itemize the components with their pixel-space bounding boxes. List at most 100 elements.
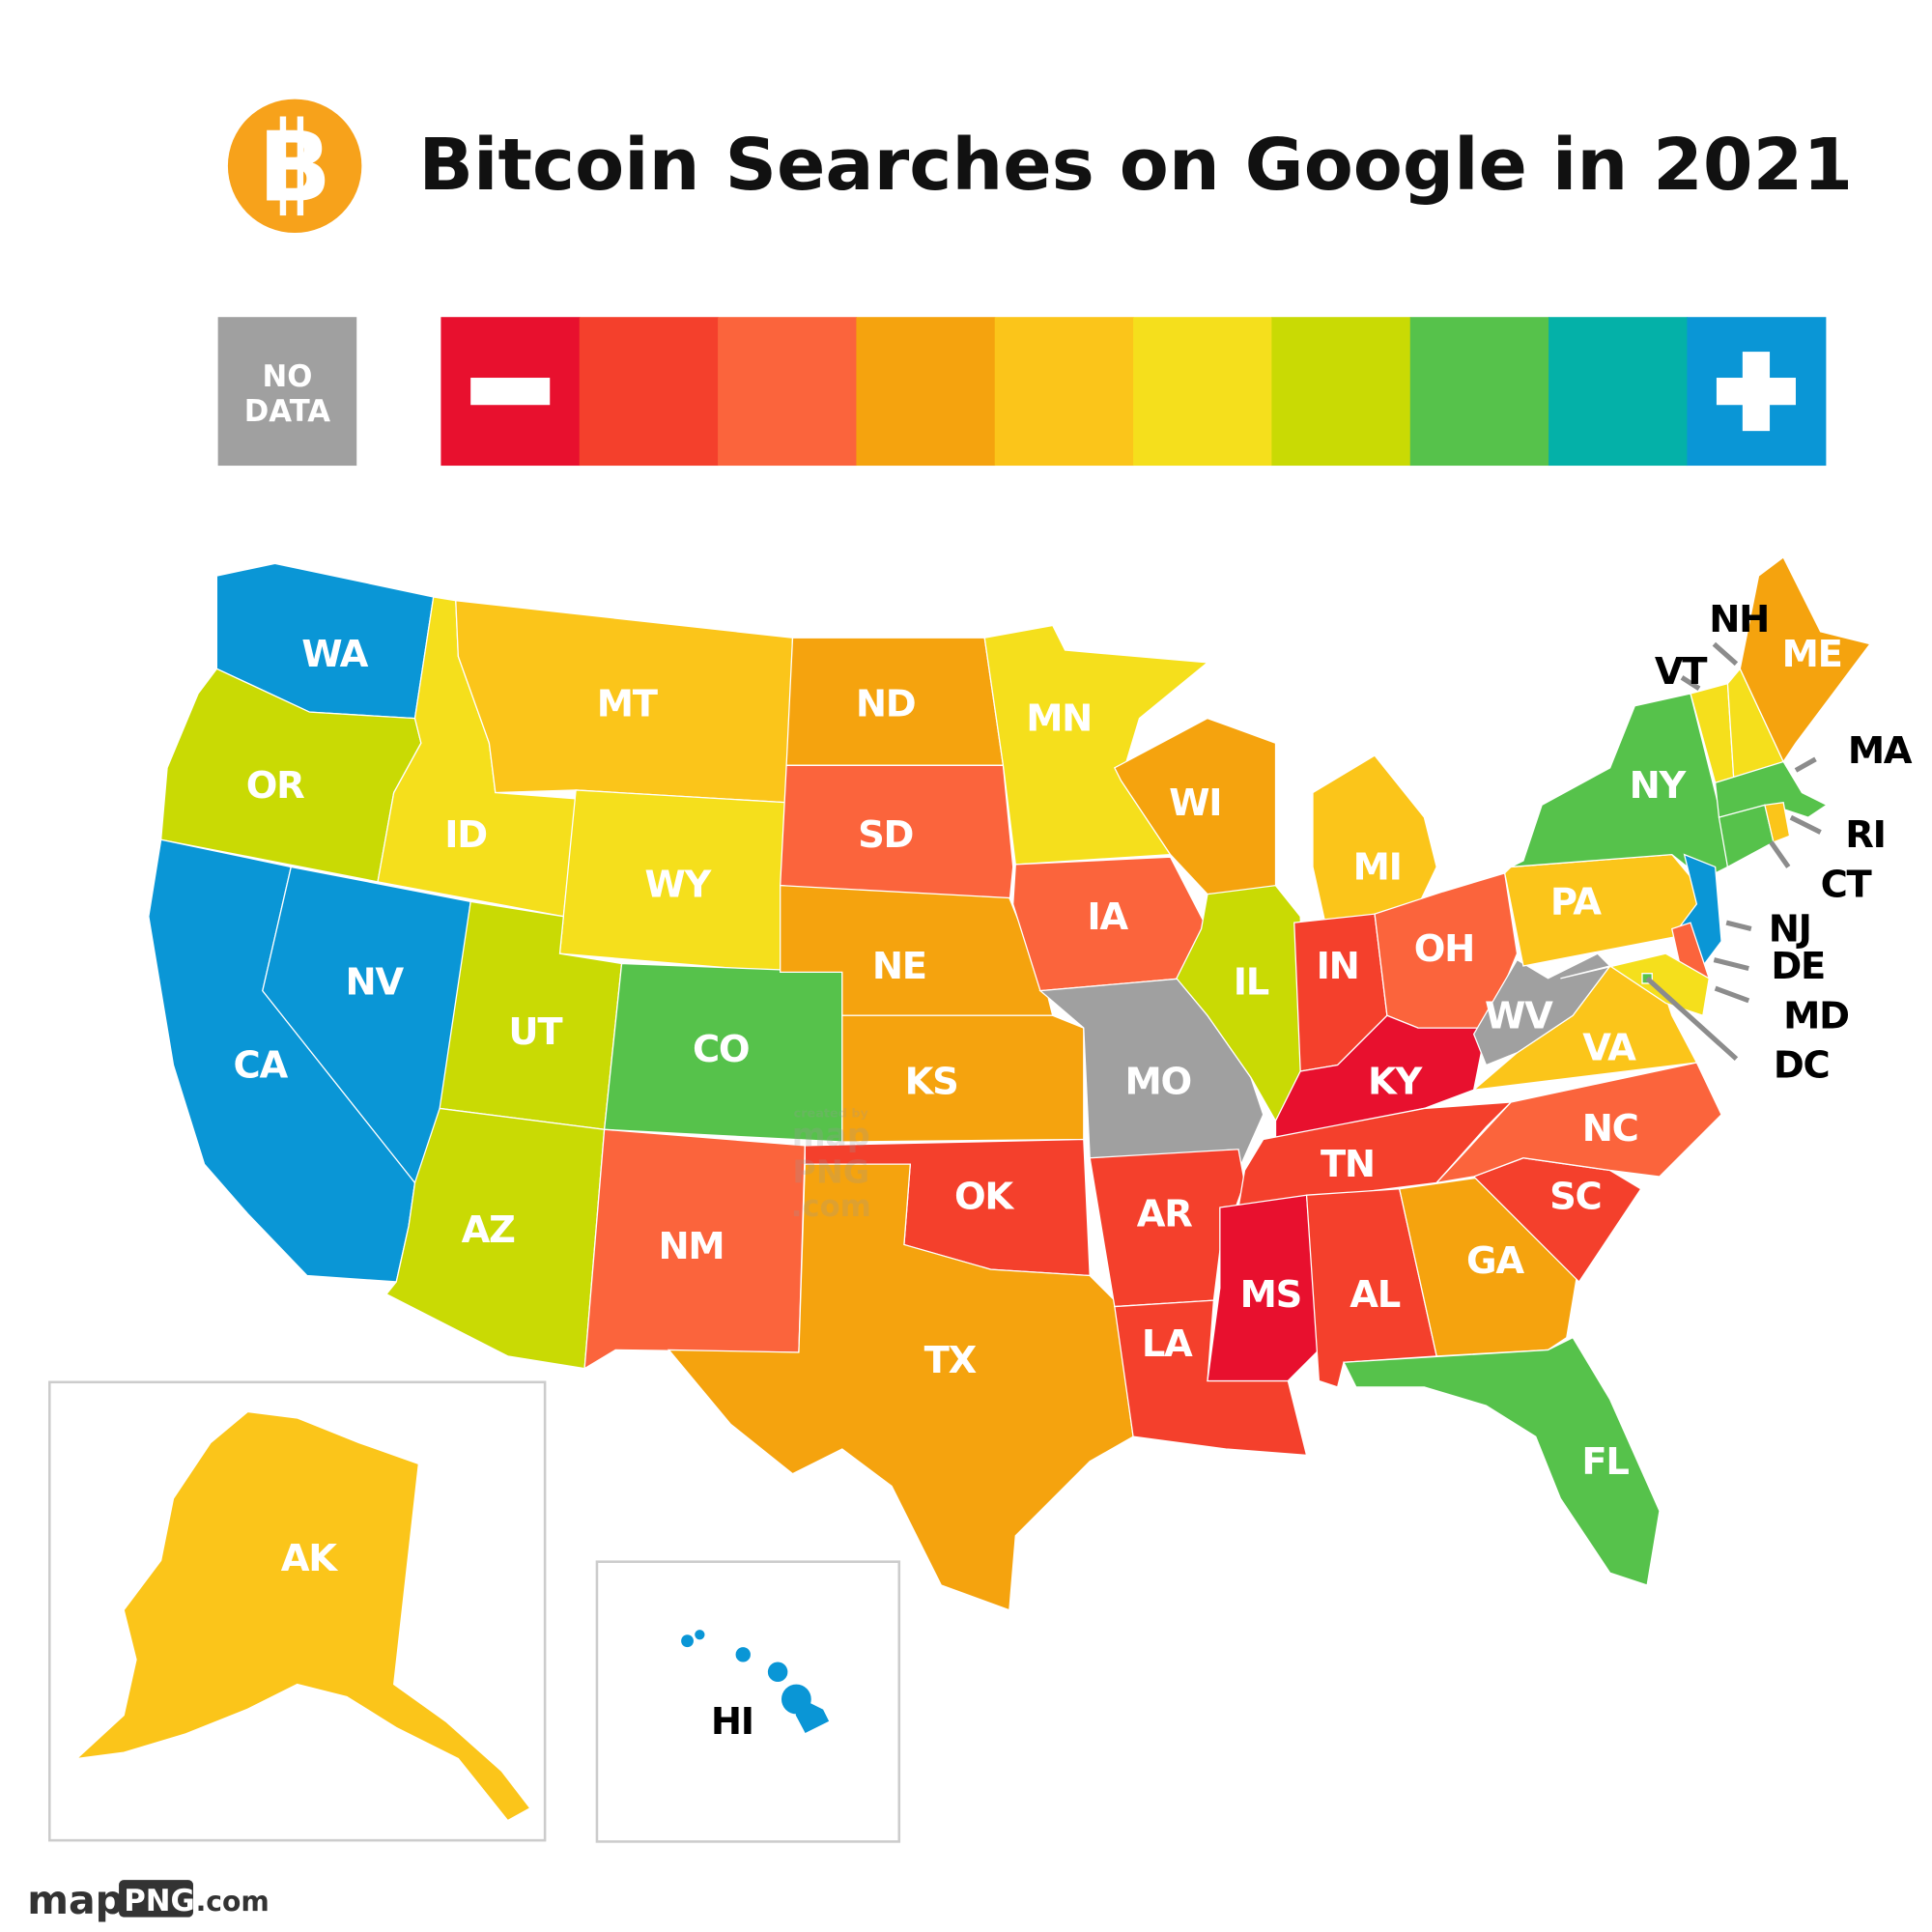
- state-label-ak: AK: [281, 1537, 338, 1580]
- state-ri[interactable]: [1764, 802, 1791, 843]
- plus-icon: [1716, 352, 1796, 432]
- state-label-mn: MN: [1026, 697, 1092, 741]
- state-label-fl: FL: [1581, 1440, 1629, 1484]
- state-pa[interactable]: [1503, 853, 1704, 967]
- state-labels: WA OR CA NV ID MT WY UT AZ CO NM ND SD NE KS OK TX MN IA MO…: [234, 598, 1915, 1744]
- leader-line: [1680, 675, 1701, 691]
- state-label-vt: VT: [1655, 650, 1708, 694]
- state-label-il: IL: [1234, 961, 1269, 1005]
- state-label-de: DE: [1771, 945, 1825, 988]
- state-label-pa: PA: [1550, 880, 1602, 923]
- leader-line: [1712, 641, 1739, 667]
- state-label-mi: MI: [1353, 845, 1402, 889]
- legend-swatch-2: [718, 317, 858, 467]
- minus-icon: [470, 378, 551, 406]
- leader-line: [1794, 756, 1817, 773]
- legend-swatch-3: [856, 317, 996, 467]
- state-nc[interactable]: [1435, 1062, 1722, 1184]
- no-data-swatch: [217, 317, 357, 467]
- leader-line: [1789, 814, 1822, 835]
- state-mn[interactable]: [983, 624, 1209, 866]
- leader-line: [1713, 957, 1749, 972]
- state-label-ri: RI: [1845, 813, 1885, 857]
- state-ks[interactable]: [841, 1014, 1085, 1143]
- svg-text:PNG: PNG: [124, 1884, 195, 1918]
- state-label-nj: NJ: [1769, 908, 1811, 952]
- state-label-in: IN: [1317, 945, 1359, 988]
- legend: NO DATA: [217, 317, 1827, 467]
- svg-text:map: map: [27, 1877, 124, 1923]
- state-label-al: AL: [1350, 1273, 1400, 1317]
- page-title: Bitcoin Searches on Google in 2021: [418, 123, 1853, 207]
- state-label-nm: NM: [658, 1225, 724, 1268]
- state-hi-island: [695, 1630, 705, 1640]
- svg-text:map: map: [792, 1116, 870, 1153]
- state-hi-island: [781, 1684, 811, 1715]
- state-hi-island: [767, 1662, 788, 1683]
- leader-line: [1714, 985, 1750, 1004]
- legend-swatch-7: [1409, 317, 1549, 467]
- state-label-md: MD: [1783, 994, 1849, 1037]
- state-label-ky: KY: [1368, 1060, 1424, 1103]
- state-sd[interactable]: [780, 764, 1014, 905]
- leader-line: [1725, 920, 1752, 932]
- state-label-hi: HI: [711, 1700, 753, 1744]
- state-label-ms: MS: [1240, 1273, 1301, 1317]
- mappng-logo: map PNG .com: [27, 1877, 270, 1923]
- alaska-inset-frame: [48, 1380, 547, 1842]
- state-hi-island: [735, 1647, 751, 1662]
- state-label-wi: WI: [1169, 781, 1221, 825]
- state-label-ar: AR: [1137, 1192, 1192, 1236]
- state-label-tx: TX: [924, 1339, 977, 1382]
- state-label-nc: NC: [1582, 1107, 1638, 1151]
- leader-lines: [1645, 641, 1822, 1062]
- state-mi[interactable]: [1312, 754, 1437, 923]
- state-ny[interactable]: [1510, 693, 1729, 881]
- state-label-ma: MA: [1848, 729, 1913, 773]
- state-label-sc: SC: [1549, 1176, 1601, 1219]
- leader-line: [1769, 840, 1791, 868]
- state-label-nd: ND: [856, 682, 916, 725]
- state-label-ct: CT: [1821, 863, 1873, 906]
- svg-text:PNG: PNG: [792, 1152, 869, 1190]
- watermark: created by map PNG .com: [791, 1106, 871, 1224]
- state-la[interactable]: [1114, 1299, 1308, 1457]
- state-ak[interactable]: [74, 1410, 531, 1822]
- state-label-mo: MO: [1125, 1060, 1191, 1103]
- state-label-tn: TN: [1321, 1143, 1375, 1186]
- state-label-nh: NH: [1709, 598, 1769, 641]
- logo: B: [227, 99, 362, 234]
- legend-swatch-5: [1133, 317, 1273, 467]
- state-label-ga: GA: [1466, 1239, 1524, 1283]
- state-il[interactable]: [1176, 884, 1308, 1122]
- state-label-ca: CA: [234, 1044, 289, 1088]
- no-data-label: DATA: [244, 394, 331, 429]
- state-label-ks: KS: [905, 1060, 958, 1103]
- state-label-ok: OK: [954, 1176, 1014, 1219]
- svg-text:.com: .com: [196, 1886, 270, 1918]
- legend-swatch-1: [579, 317, 719, 467]
- state-label-co: CO: [693, 1028, 749, 1071]
- state-label-id: ID: [444, 813, 487, 857]
- state-label-nv: NV: [345, 961, 404, 1005]
- state-hi-island: [681, 1634, 694, 1648]
- bitcoin-icon: [227, 99, 362, 234]
- state-label-az: AZ: [462, 1208, 515, 1252]
- state-label-wv: WV: [1485, 994, 1553, 1037]
- state-label-ne: NE: [872, 945, 926, 988]
- state-label-la: LA: [1142, 1322, 1193, 1366]
- state-tx[interactable]: [667, 1163, 1134, 1611]
- legend-swatch-6: [1271, 317, 1411, 467]
- state-label-ut: UT: [508, 1010, 563, 1054]
- us-states: [74, 555, 1871, 1822]
- svg-text:.com: .com: [791, 1189, 871, 1224]
- state-label-me: ME: [1782, 633, 1842, 676]
- state-label-dc: DC: [1774, 1044, 1830, 1088]
- svg-text:created by: created by: [794, 1106, 869, 1121]
- state-me[interactable]: [1739, 555, 1871, 763]
- state-label-oh: OH: [1414, 927, 1474, 971]
- state-fl[interactable]: [1343, 1336, 1661, 1586]
- state-label-or: OR: [246, 764, 304, 808]
- legend-swatch-8: [1548, 317, 1689, 467]
